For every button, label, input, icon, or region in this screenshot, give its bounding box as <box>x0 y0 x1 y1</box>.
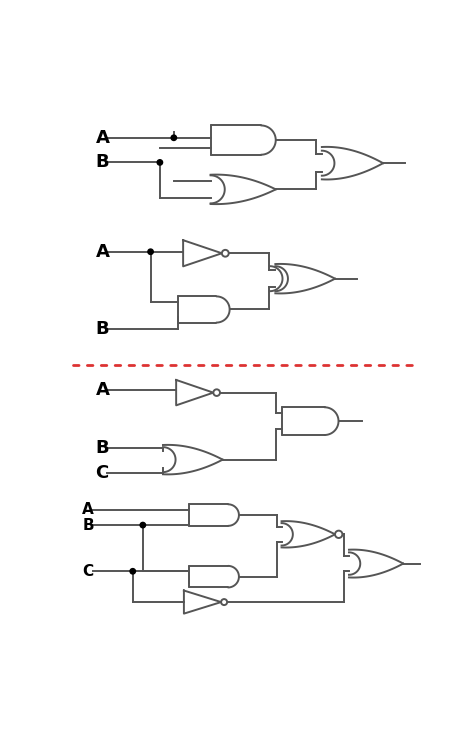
Circle shape <box>222 250 229 257</box>
Circle shape <box>157 159 163 165</box>
Circle shape <box>213 390 220 396</box>
Circle shape <box>140 523 146 528</box>
Circle shape <box>148 249 153 254</box>
Text: B: B <box>82 518 94 533</box>
Text: C: C <box>82 564 94 579</box>
Text: B: B <box>96 439 109 457</box>
Circle shape <box>130 569 135 574</box>
Text: A: A <box>96 129 109 147</box>
Text: C: C <box>96 463 109 482</box>
Circle shape <box>335 531 342 538</box>
Text: A: A <box>96 382 109 399</box>
Circle shape <box>171 135 176 140</box>
Text: A: A <box>82 502 94 517</box>
Text: B: B <box>96 319 109 338</box>
Text: B: B <box>96 154 109 171</box>
Circle shape <box>221 599 227 605</box>
Text: A: A <box>96 243 109 261</box>
